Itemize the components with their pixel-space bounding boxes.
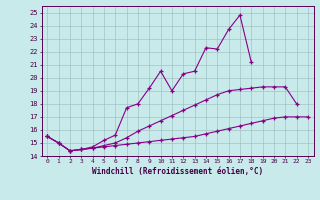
X-axis label: Windchill (Refroidissement éolien,°C): Windchill (Refroidissement éolien,°C) bbox=[92, 167, 263, 176]
